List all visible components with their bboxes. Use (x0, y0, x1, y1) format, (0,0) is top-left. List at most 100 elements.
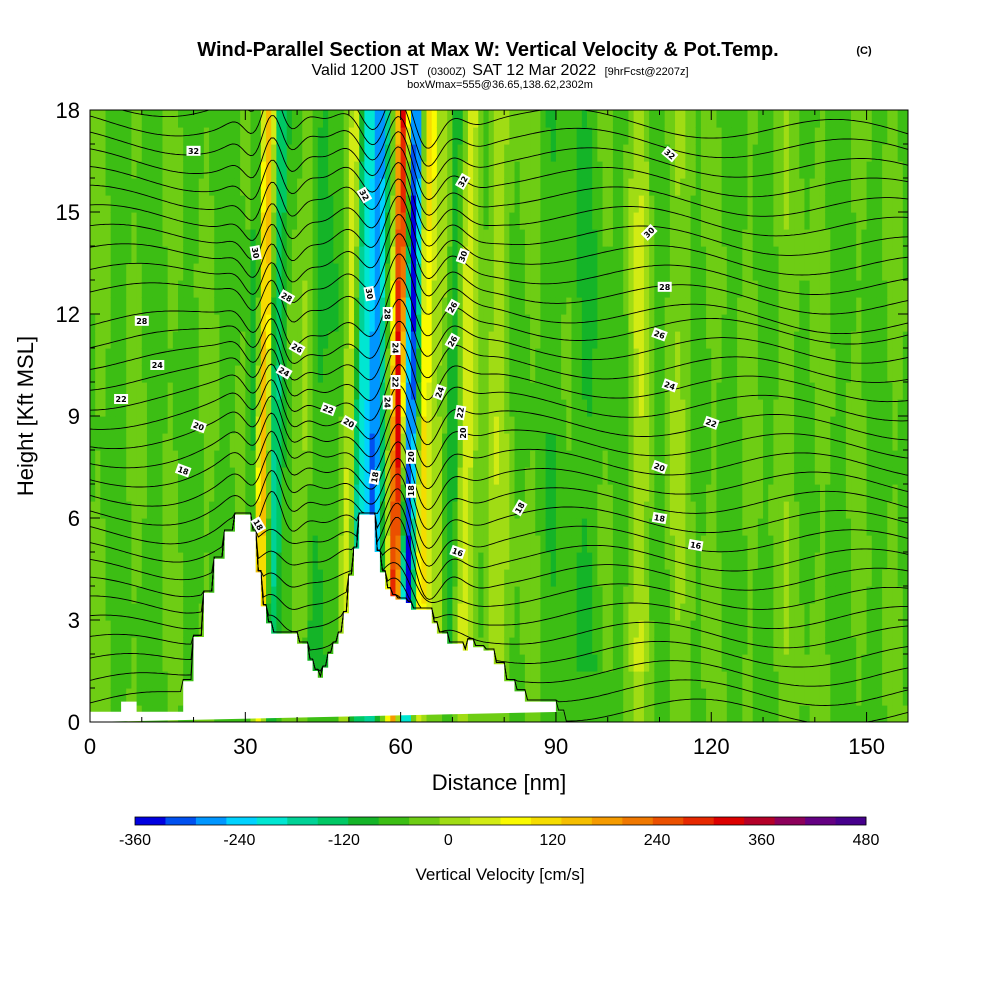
velocity-cell (788, 314, 795, 332)
velocity-cell (742, 501, 749, 519)
velocity-cell (121, 229, 127, 247)
velocity-cell (612, 603, 619, 621)
velocity-cell (452, 552, 459, 570)
velocity-cell (405, 416, 412, 434)
velocity-cell (788, 416, 795, 434)
velocity-cell (535, 144, 542, 162)
velocity-cell (385, 552, 391, 570)
velocity-cell (131, 195, 138, 213)
velocity-cell (773, 331, 780, 349)
velocity-cell (804, 535, 811, 553)
velocity-cell (245, 331, 252, 349)
velocity-cell (214, 535, 221, 553)
velocity-cell (706, 450, 712, 468)
velocity-cell (431, 280, 438, 298)
velocity-cell (778, 501, 785, 519)
velocity-cell (659, 603, 666, 621)
velocity-cell (649, 654, 655, 672)
velocity-cell (695, 467, 702, 485)
velocity-cell (514, 705, 521, 722)
velocity-cell (530, 195, 536, 213)
velocity-cell (545, 314, 552, 332)
velocity-cell (659, 688, 666, 706)
velocity-cell (581, 671, 588, 689)
velocity-cell (545, 450, 552, 468)
velocity-cell (110, 382, 117, 400)
velocity-cell (410, 195, 417, 213)
velocity-cell (395, 161, 402, 179)
velocity-cell (519, 569, 526, 587)
velocity-cell (623, 365, 630, 383)
velocity-cell (131, 603, 138, 621)
velocity-cell (612, 229, 619, 247)
velocity-cell (731, 297, 738, 315)
velocity-cell (788, 484, 795, 502)
velocity-cell (493, 586, 500, 604)
velocity-cell (286, 552, 293, 570)
velocity-cell (742, 671, 749, 689)
velocity-cell (747, 110, 754, 128)
velocity-cell (442, 348, 448, 366)
velocity-cell (581, 348, 588, 366)
velocity-cell (587, 450, 593, 468)
velocity-cell (193, 161, 200, 179)
velocity-cell (778, 569, 785, 587)
velocity-cell (395, 348, 402, 366)
velocity-cell (592, 654, 598, 672)
velocity-cell (659, 178, 666, 196)
velocity-cell (706, 297, 712, 315)
velocity-cell (379, 552, 386, 570)
velocity-cell (747, 314, 754, 332)
velocity-cell (457, 229, 464, 247)
velocity-cell (592, 110, 598, 128)
velocity-cell (804, 467, 811, 485)
velocity-cell (726, 586, 733, 604)
velocity-cell (731, 246, 738, 264)
velocity-cell (462, 433, 469, 451)
velocity-cell (509, 297, 516, 315)
velocity-cell (587, 535, 593, 553)
velocity-cell (700, 110, 707, 128)
velocity-cell (146, 229, 153, 247)
velocity-cell (514, 331, 521, 349)
velocity-cell (209, 229, 215, 247)
velocity-cell (566, 637, 573, 655)
velocity-cell (612, 416, 619, 434)
velocity-cell (618, 127, 624, 145)
velocity-cell (602, 297, 609, 315)
velocity-cell (768, 637, 774, 655)
velocity-cell (638, 603, 645, 621)
velocity-cell (763, 178, 769, 196)
velocity-cell (654, 705, 661, 722)
velocity-cell (436, 263, 443, 281)
velocity-cell (509, 382, 516, 400)
velocity-cell (105, 603, 112, 621)
velocity-cell (612, 705, 619, 722)
velocity-cell (338, 212, 345, 230)
velocity-cell (167, 518, 174, 536)
velocity-cell (731, 178, 738, 196)
velocity-cell (286, 246, 293, 264)
velocity-cell (638, 654, 645, 672)
velocity-cell (643, 535, 650, 553)
velocity-cell (183, 331, 189, 349)
velocity-cell (783, 297, 790, 315)
velocity-cell (773, 654, 780, 672)
velocity-cell (555, 144, 562, 162)
velocity-cell (146, 297, 153, 315)
velocity-cell (659, 382, 666, 400)
velocity-cell (452, 433, 459, 451)
velocity-cell (726, 382, 733, 400)
velocity-cell (473, 433, 479, 451)
velocity-cell (364, 161, 371, 179)
velocity-cell (721, 603, 728, 621)
velocity-cell (721, 348, 728, 366)
velocity-cell (141, 416, 148, 434)
velocity-cell (385, 348, 391, 366)
velocity-cell (229, 433, 236, 451)
velocity-cell (731, 382, 738, 400)
velocity-cell (773, 705, 780, 722)
velocity-cell (442, 110, 448, 128)
velocity-cell (245, 178, 252, 196)
velocity-cell (623, 331, 630, 349)
